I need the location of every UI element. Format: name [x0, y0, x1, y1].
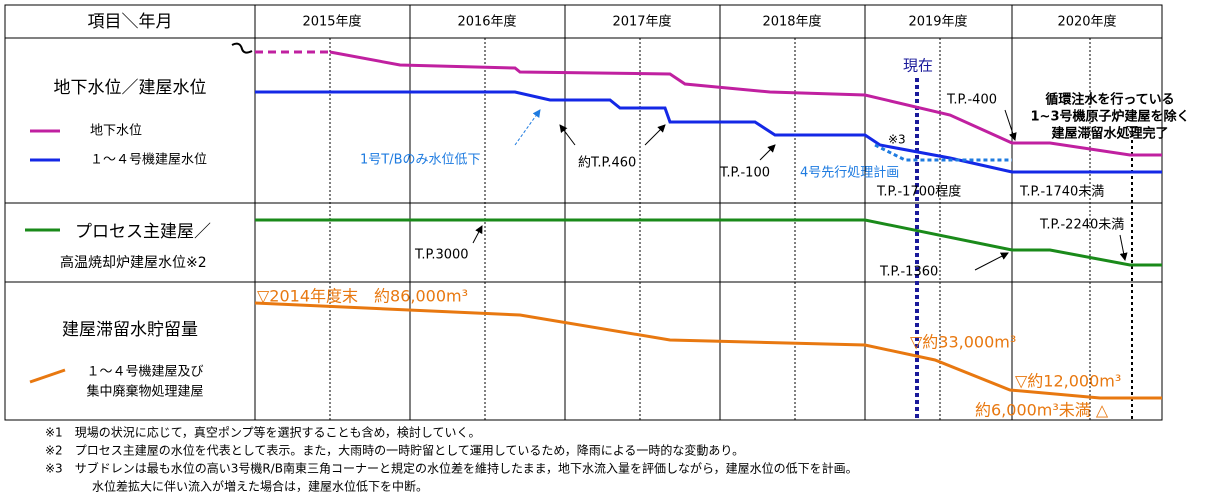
year: 2017年度	[612, 14, 671, 30]
legend: 地下水位	[90, 124, 142, 139]
year: 2016年度	[457, 14, 516, 30]
row-title: プロセス主建屋／	[75, 222, 211, 242]
completion-note: 建屋滞留水処理完了	[1051, 126, 1168, 142]
table-frame	[4, 4, 1163, 421]
legend: １～４号機建屋水位	[90, 153, 207, 168]
level-label: T.P.-1360	[879, 265, 938, 280]
level-label: T.P.-2240未満	[1039, 218, 1124, 233]
volume-label: ▽約12,000m³	[1015, 372, 1121, 391]
marker: ▽	[1126, 122, 1138, 140]
completion-note: 1~3号機原子炉建屋を除く	[1031, 109, 1190, 125]
level-label: T.P.-1740未満	[1019, 185, 1104, 200]
level-label: T.P.-1700程度	[876, 184, 961, 200]
volume-label: 約6,000m³未満 △	[975, 401, 1109, 420]
row-title: 地下水位／建屋水位	[54, 78, 207, 98]
year: 2018年度	[762, 14, 821, 30]
unit1-note: 1号T/Bのみ水位低下	[360, 153, 481, 168]
note-ref: ※3	[888, 133, 906, 147]
header-item: 項目＼年月	[88, 12, 173, 32]
footnote: ※1 現場の状況に応じて，真空ポンプ等を選択することも含め，検討していく。	[45, 425, 481, 440]
legend: １～４号機建屋及び	[86, 365, 203, 380]
row-title: 建屋滞留水貯留量	[62, 320, 198, 340]
unit4-note: 4号先行処理計画	[800, 165, 899, 181]
year: 2019年度	[908, 14, 967, 30]
now-label: 現在	[903, 57, 933, 75]
footnote: ※2 プロセス主建屋の水位を代表として表示。また，大雨時の一時貯留として運用して…	[45, 443, 744, 458]
completion-note: 循環注水を行っている	[1045, 92, 1174, 108]
level-label: T.P.-100	[719, 166, 770, 181]
volume-label: ▽2014年度末 約86,000m³	[257, 287, 468, 306]
level-label: T.P.-400	[946, 93, 997, 108]
volume-label: ▽約33,000m³	[910, 333, 1016, 352]
footnote: ※3 サブドレンは最も水位の高い3号機R/B南東三角コーナーと規定の水位差を維持…	[45, 461, 858, 476]
level-label: 約T.P.460	[578, 156, 636, 171]
level-label: T.P.3000	[414, 248, 469, 263]
year: 2020年度	[1057, 14, 1116, 30]
legend: 集中廃棄物処理建屋	[86, 384, 203, 400]
year: 2015年度	[302, 14, 361, 30]
row-title: 高温焼却炉建屋水位※2	[60, 254, 207, 271]
footnote: 水位差拡大に伴い流入が増えた場合は，建屋水位低下を中断。	[92, 479, 428, 494]
